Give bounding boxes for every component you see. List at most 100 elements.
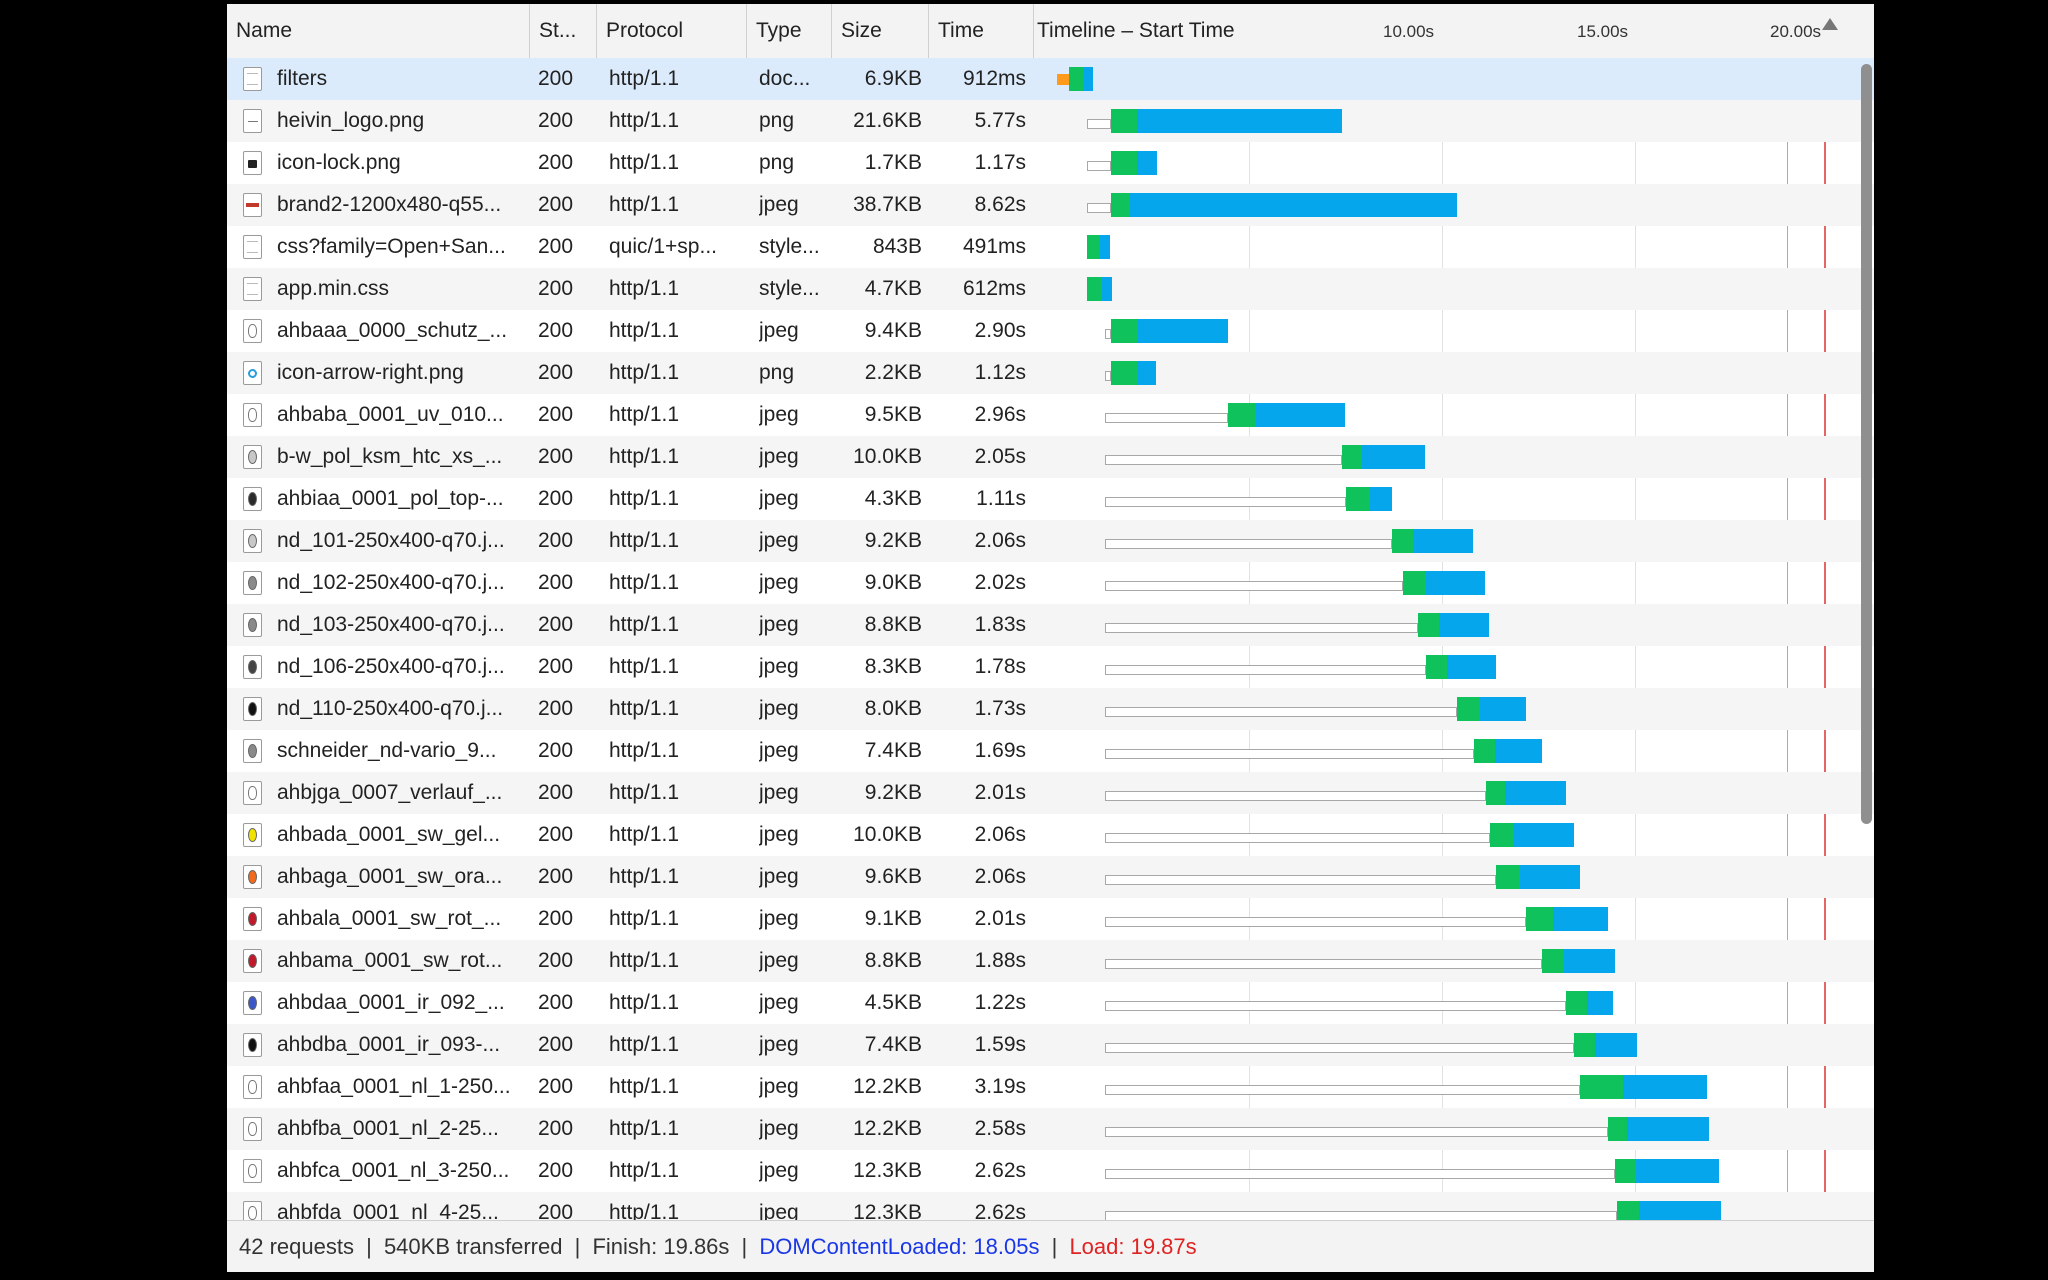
column-header-status[interactable]: St...	[530, 4, 597, 58]
waterfall-download-bar	[1413, 529, 1473, 553]
request-name: icon-arrow-right.png	[277, 361, 464, 384]
request-status: 200	[538, 1159, 574, 1182]
request-status: 200	[538, 1033, 574, 1056]
table-row[interactable]: css?family=Open+San... 200 quic/1+sp... sty…	[227, 226, 1874, 268]
waterfall-download-bar	[1362, 445, 1425, 469]
table-row[interactable]: app.min.css 200 http/1.1 style... 4.7KB 612ms	[227, 268, 1874, 310]
column-header-time[interactable]: Time	[929, 4, 1034, 58]
column-header-type[interactable]: Type	[747, 4, 832, 58]
table-row[interactable]: heivin_logo.png 200 http/1.1 png 21.6KB 5.77s	[227, 100, 1874, 142]
request-name: nd_110-250x400-q70.j...	[277, 697, 504, 720]
table-row[interactable]: brand2-1200x480-q55... 200 http/1.1 jpeg 38.…	[227, 184, 1874, 226]
sort-ascending-icon[interactable]	[1822, 18, 1838, 30]
table-row[interactable]: ahbfda_0001_nl_4-25... 200 http/1.1 jpeg 12.…	[227, 1192, 1874, 1220]
request-status: 200	[538, 403, 574, 426]
waterfall-waiting-bar	[1342, 445, 1362, 469]
table-row[interactable]: ahbdaa_0001_ir_092_... 200 http/1.1 jpeg 4.5…	[227, 982, 1874, 1024]
request-size: 1.7KB	[864, 151, 922, 174]
table-row[interactable]: ahbdba_0001_ir_093-... 200 http/1.1 jpeg 7.4…	[227, 1024, 1874, 1066]
request-time: 912ms	[962, 67, 1026, 90]
table-row[interactable]: ahbala_0001_sw_rot_... 200 http/1.1 jpeg 9.1…	[227, 898, 1874, 940]
table-row[interactable]: icon-arrow-right.png 200 http/1.1 png 2.2KB 1…	[227, 352, 1874, 394]
request-status: 200	[538, 697, 574, 720]
column-header-name[interactable]: Name	[227, 4, 530, 58]
waterfall-download-bar	[1514, 823, 1574, 847]
request-size: 7.4KB	[864, 1033, 922, 1056]
waterfall-download-bar	[1495, 739, 1542, 763]
request-time: 2.06s	[974, 529, 1026, 552]
lens-gray-icon	[243, 613, 262, 637]
waterfall-waiting-bar	[1566, 991, 1587, 1015]
request-time: 1.12s	[974, 361, 1026, 384]
request-protocol: quic/1+sp...	[609, 235, 717, 258]
table-row[interactable]: ahbfaa_0001_nl_1-250... 200 http/1.1 jpeg 12…	[227, 1066, 1874, 1108]
request-status: 200	[538, 1117, 574, 1140]
table-row[interactable]: filters 200 http/1.1 doc... 6.9KB 912ms	[227, 58, 1874, 100]
waterfall-waiting-bar	[1403, 571, 1426, 595]
table-row[interactable]: ahbaga_0001_sw_ora... 200 http/1.1 jpeg 9.6K…	[227, 856, 1874, 898]
waterfall-download-bar	[1137, 151, 1157, 175]
vertical-scrollbar[interactable]	[1861, 64, 1872, 824]
request-time: 2.06s	[974, 865, 1026, 888]
column-header-timeline[interactable]: Timeline – Start Time	[1037, 19, 1235, 42]
table-row[interactable]: ahbama_0001_sw_rot... 200 http/1.1 jpeg 8.8K…	[227, 940, 1874, 982]
table-row[interactable]: ahbiaa_0001_pol_top-... 200 http/1.1 jpeg 4.…	[227, 478, 1874, 520]
request-time: 1.17s	[974, 151, 1026, 174]
table-row[interactable]: nd_101-250x400-q70.j... 200 http/1.1 jpeg 9.…	[227, 520, 1874, 562]
request-size: 9.4KB	[864, 319, 922, 342]
load-time: Load: 19.87s	[1069, 1234, 1197, 1259]
table-row[interactable]: schneider_nd-vario_9... 200 http/1.1 jpeg 7.…	[227, 730, 1874, 772]
request-name: ahbada_0001_sw_gel...	[277, 823, 501, 846]
table-row[interactable]: ahbaaa_0000_schutz_... 200 http/1.1 jpeg 9.4…	[227, 310, 1874, 352]
waterfall-waiting-bar	[1615, 1159, 1636, 1183]
waterfall-waiting-bar	[1542, 949, 1564, 973]
lens-clear-icon	[243, 1201, 262, 1220]
lens-dark-gray-icon	[243, 655, 262, 679]
table-row[interactable]: nd_106-250x400-q70.j... 200 http/1.1 jpeg 8.…	[227, 646, 1874, 688]
column-header-size[interactable]: Size	[832, 4, 929, 58]
table-row[interactable]: nd_110-250x400-q70.j... 200 http/1.1 jpeg 8.…	[227, 688, 1874, 730]
separator: |	[366, 1234, 372, 1259]
waterfall-waiting-bar	[1474, 739, 1495, 763]
separator: |	[1051, 1234, 1058, 1259]
request-time: 1.73s	[974, 697, 1026, 720]
table-row[interactable]: b-w_pol_ksm_htc_xs_... 200 http/1.1 jpeg 10.…	[227, 436, 1874, 478]
table-row[interactable]: ahbfca_0001_nl_3-250... 200 http/1.1 jpeg 12…	[227, 1150, 1874, 1192]
request-status: 200	[538, 319, 574, 342]
table-row[interactable]: icon-lock.png 200 http/1.1 png 1.7KB 1.17s	[227, 142, 1874, 184]
request-name: nd_102-250x400-q70.j...	[277, 571, 505, 594]
table-row[interactable]: nd_102-250x400-q70.j... 200 http/1.1 jpeg 9.…	[227, 562, 1874, 604]
waterfall-queue-bar	[1105, 875, 1496, 885]
waterfall-waiting-bar	[1617, 1201, 1639, 1220]
lens-clear-icon	[243, 1075, 262, 1099]
waterfall-download-bar	[1426, 571, 1485, 595]
waterfall-download-bar	[1370, 487, 1392, 511]
column-header-protocol[interactable]: Protocol	[597, 4, 747, 58]
request-name: heivin_logo.png	[277, 109, 425, 132]
request-name: filters	[277, 67, 328, 90]
request-time: 2.05s	[974, 445, 1026, 468]
request-size: 12.2KB	[853, 1075, 922, 1098]
table-row[interactable]: ahbfba_0001_nl_2-25... 200 http/1.1 jpeg 12.…	[227, 1108, 1874, 1150]
request-protocol: http/1.1	[609, 1201, 680, 1220]
waterfall-queue-bar	[1105, 1001, 1566, 1011]
request-protocol: http/1.1	[609, 571, 680, 594]
request-name: icon-lock.png	[277, 151, 401, 174]
request-time: 1.22s	[974, 991, 1026, 1014]
network-table-header: Name St... Protocol Type Size Time Timel…	[227, 4, 1874, 59]
lens-gray-icon	[243, 571, 262, 595]
waterfall-waiting-bar	[1608, 1117, 1627, 1141]
waterfall-download-bar	[1439, 613, 1489, 637]
request-name: ahbaga_0001_sw_ora...	[277, 865, 503, 888]
table-row[interactable]: ahbada_0001_sw_gel... 200 http/1.1 jpeg 10.0…	[227, 814, 1874, 856]
waterfall-waiting-bar	[1392, 529, 1413, 553]
waterfall-waiting-bar	[1490, 823, 1514, 847]
table-row[interactable]: ahbaba_0001_uv_010... 200 http/1.1 jpeg 9.5K…	[227, 394, 1874, 436]
table-row[interactable]: nd_103-250x400-q70.j... 200 http/1.1 jpeg 8.…	[227, 604, 1874, 646]
waterfall-queue-bar	[1105, 371, 1111, 381]
request-time: 3.19s	[974, 1075, 1026, 1098]
request-type: jpeg	[759, 655, 799, 678]
network-request-list: filters 200 http/1.1 doc... 6.9KB 912ms heivin…	[227, 58, 1874, 1220]
request-status: 200	[538, 991, 574, 1014]
table-row[interactable]: ahbjga_0007_verlauf_... 200 http/1.1 jpeg 9.…	[227, 772, 1874, 814]
